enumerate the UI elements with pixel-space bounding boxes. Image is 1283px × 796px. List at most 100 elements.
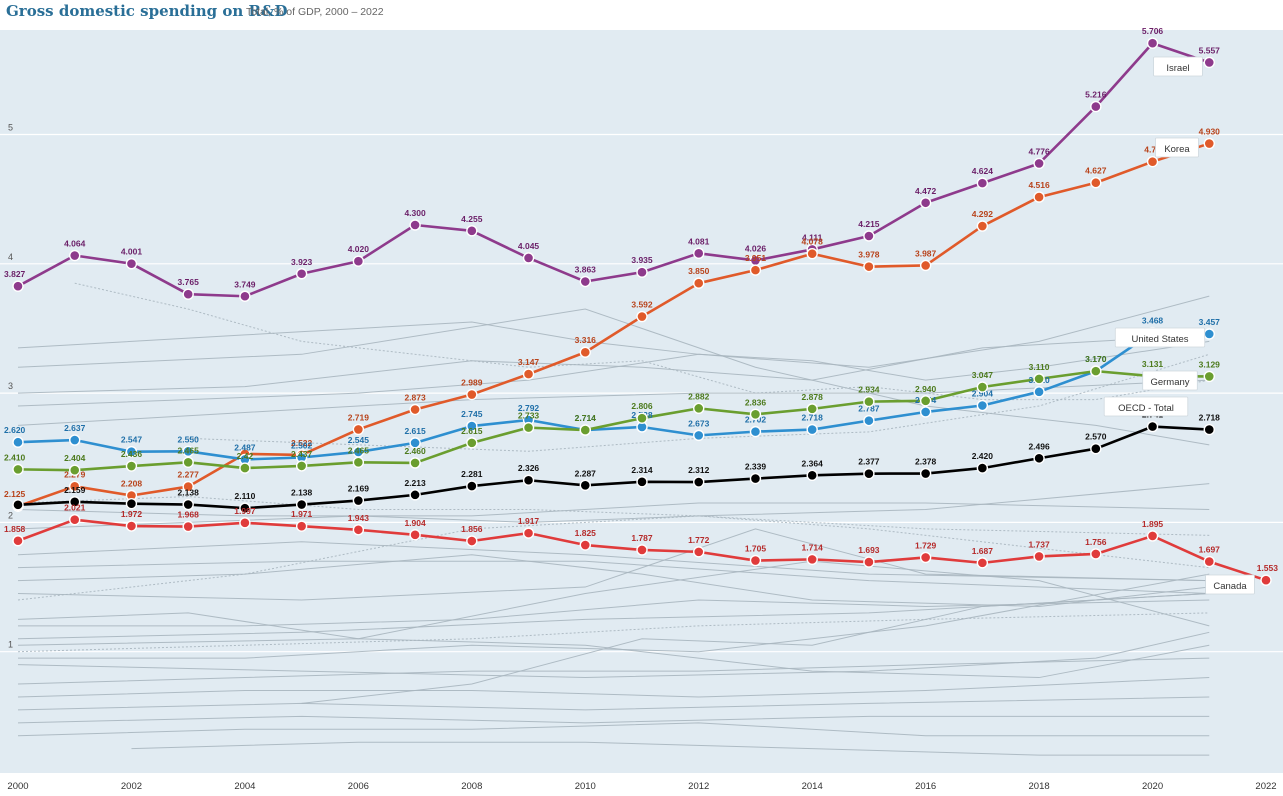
data-label: 4.776: [1028, 146, 1050, 156]
series-callout-label: Israel: [1166, 63, 1189, 74]
data-point: [466, 437, 478, 449]
series-callout-box: [1114, 327, 1206, 348]
data-point: [749, 554, 762, 567]
data-point: [636, 310, 648, 323]
series-line: [17, 142, 1210, 508]
x-tick-label: 2012: [688, 781, 709, 792]
data-point: [1033, 157, 1045, 170]
data-label: 2.326: [518, 463, 540, 473]
data-label: 5.216: [1085, 90, 1107, 100]
data-label: 3.047: [972, 370, 994, 380]
data-point: [409, 489, 421, 501]
data-point: [919, 551, 932, 564]
data-label: 1.714: [802, 542, 824, 552]
data-label: 2.934: [858, 385, 880, 395]
background-series-line: [17, 379, 1210, 426]
data-label: 3.850: [688, 266, 710, 276]
data-label: 2.208: [121, 479, 143, 489]
data-label: 2.620: [4, 425, 26, 435]
data-label: 1.968: [178, 510, 200, 520]
data-point: [636, 266, 648, 278]
x-tick-label: 2000: [7, 781, 28, 792]
data-label: 4.020: [348, 244, 370, 254]
data-label: 2.637: [64, 423, 86, 433]
data-point: [295, 268, 308, 280]
data-point: [522, 474, 535, 486]
data-point: [352, 524, 365, 536]
data-point: [863, 556, 875, 568]
data-label: 2.021: [64, 503, 86, 513]
series-line: [17, 331, 1210, 461]
data-label: 2.522: [291, 438, 313, 448]
x-tick-label: 2020: [1142, 781, 1163, 792]
data-label: 2.377: [858, 457, 880, 467]
data-label: 4.627: [1085, 166, 1107, 176]
data-point: [919, 406, 932, 418]
data-label: 2.312: [688, 465, 710, 475]
data-label: 3.827: [4, 269, 26, 279]
data-point: [409, 219, 421, 231]
data-point: [239, 462, 251, 474]
data-label: 1.895: [1142, 519, 1164, 529]
data-label: 2.138: [291, 488, 313, 498]
data-label: 2.940: [915, 384, 937, 394]
data-label: 4.026: [745, 243, 767, 253]
data-point: [693, 546, 705, 558]
data-point: [182, 445, 194, 457]
data-point: [1033, 452, 1045, 464]
data-label: 2.878: [802, 392, 824, 402]
data-point: [1090, 365, 1102, 377]
series-callout-box: [1142, 370, 1198, 391]
data-label: 4.111: [802, 232, 823, 242]
background-series-line: [17, 515, 1210, 601]
data-label: 3.592: [631, 300, 653, 310]
background-series-line: [131, 741, 1210, 756]
data-point: [352, 255, 365, 267]
data-point: [352, 456, 365, 468]
x-tick-label: 2008: [461, 781, 482, 792]
data-label: 3.987: [915, 248, 937, 258]
data-point: [1203, 137, 1215, 150]
data-label: 2.719: [348, 412, 370, 422]
data-label: 2.787: [858, 404, 880, 414]
data-point: [409, 403, 421, 416]
data-label: 2.159: [64, 485, 86, 495]
data-point: [1203, 423, 1215, 436]
data-point: [1146, 155, 1159, 168]
data-label: 2.714: [575, 413, 597, 423]
data-point: [12, 280, 24, 292]
data-point: [69, 464, 81, 476]
data-label: 2.213: [404, 478, 426, 488]
data-label: 3.935: [631, 255, 653, 265]
data-label: 4.045: [518, 241, 540, 251]
x-tick-label: 2002: [121, 781, 142, 792]
background-series-line: [74, 282, 1210, 401]
data-point: [125, 460, 138, 472]
data-label: 2.410: [4, 452, 26, 462]
background-series-line: [17, 496, 1210, 569]
data-label: 2.364: [802, 458, 824, 468]
data-label: 1.756: [1085, 537, 1107, 547]
data-point: [636, 476, 648, 488]
data-label: 2.673: [688, 418, 710, 428]
data-label: 1.729: [915, 540, 937, 550]
data-label: 2.465: [178, 445, 200, 455]
data-point: [69, 480, 81, 493]
data-label: 2.873: [404, 393, 426, 403]
data-label: 1.858: [4, 524, 26, 534]
data-label: 2.404: [64, 453, 86, 463]
data-label: 2.287: [575, 468, 597, 478]
data-label: 2.378: [915, 457, 937, 467]
data-point: [863, 395, 875, 408]
data-point: [12, 535, 24, 547]
data-label: 4.516: [1028, 180, 1050, 190]
x-tick-label: 2004: [234, 781, 255, 792]
data-point: [863, 230, 875, 242]
background-series-line: [17, 295, 1210, 407]
data-point: [522, 252, 535, 264]
data-point: [182, 498, 194, 511]
background-series-line: [17, 631, 1210, 679]
data-point: [295, 460, 308, 472]
data-label: 2.281: [461, 469, 483, 479]
